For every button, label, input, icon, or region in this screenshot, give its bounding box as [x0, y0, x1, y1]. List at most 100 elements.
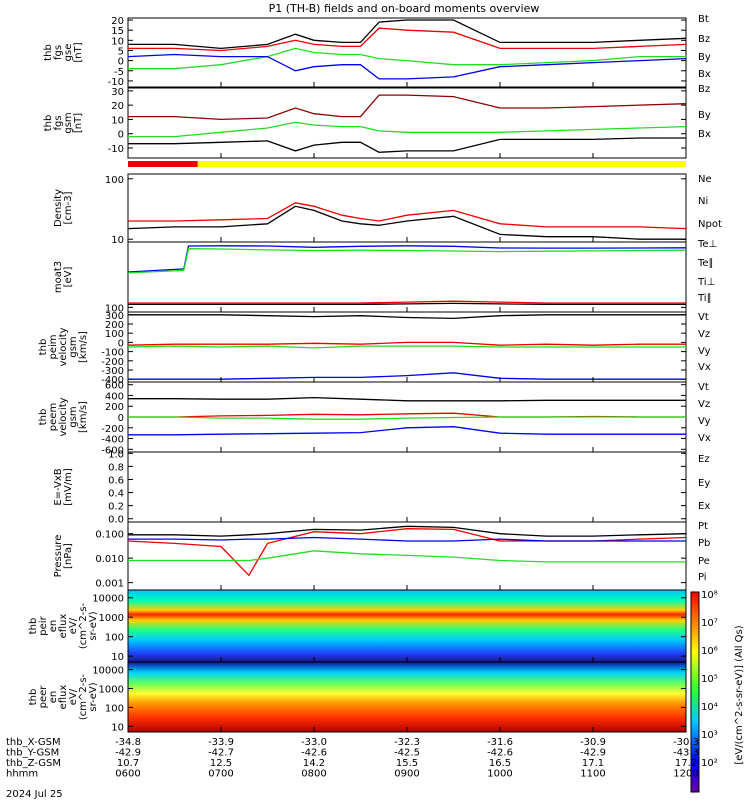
- panel-frame: [127, 173, 687, 243]
- y-tick-label: 100: [105, 633, 124, 644]
- y-axis-label: peem: [48, 403, 59, 431]
- legend-Vz: Vz: [698, 329, 710, 340]
- ephem-value: -33.9: [208, 737, 234, 748]
- y-axis-label: en: [48, 620, 59, 633]
- legend-Vy: Vy: [698, 416, 711, 427]
- y-axis-label: Pressure: [53, 535, 64, 578]
- panel-frame: [127, 87, 687, 159]
- legend-Ex: Ex: [698, 501, 710, 512]
- ephem-row-label: thb_Z-GSM: [6, 758, 61, 769]
- y-tick-label: 15: [111, 26, 124, 37]
- ephem-value: 0600: [115, 769, 140, 780]
- legend-By: By: [698, 52, 711, 63]
- ephem-value: -42.7: [208, 748, 234, 759]
- series-line-Bz: [128, 94, 687, 121]
- legend-Vx: Vx: [698, 362, 711, 373]
- y-axis-label: thb: [28, 618, 39, 635]
- legend-Pe: Pe: [698, 556, 710, 567]
- ephem-value: -42.5: [394, 748, 420, 759]
- ephem-value: 16.5: [489, 758, 511, 769]
- series-line-Te⊥: [128, 300, 686, 304]
- series-line-Bx: [128, 137, 686, 153]
- heatmap-area: [128, 662, 686, 732]
- series-line-By: [128, 121, 687, 138]
- y-axis-label: [km/s]: [78, 331, 89, 363]
- y-tick-label: 20: [111, 16, 124, 27]
- ephem-value: 15.5: [396, 758, 418, 769]
- y-axis-label: [nT]: [73, 42, 84, 62]
- ephem-value: -42.6: [301, 748, 327, 759]
- y-tick-label: 10: [111, 36, 124, 47]
- y-axis-label: [cm-3]: [63, 191, 74, 224]
- y-tick-label: -10: [108, 77, 124, 88]
- colorbar-tick: 10⁶: [701, 646, 718, 657]
- ephem-value: -42.9: [115, 748, 141, 759]
- y-tick-label: 400: [105, 391, 124, 402]
- ephem-value: -34.8: [115, 737, 141, 748]
- ephem-value: 10.7: [117, 758, 139, 769]
- y-tick-label: -400: [101, 375, 124, 386]
- legend-Pb: Pb: [698, 538, 710, 549]
- legend-Bx: Bx: [698, 129, 711, 140]
- y-tick-label: 10000: [92, 594, 124, 605]
- y-tick-label: -400: [101, 435, 124, 446]
- y-axis-label: eV/: [68, 617, 79, 634]
- y-tick-label: 0: [118, 130, 124, 141]
- ephem-value: 1100: [580, 769, 605, 780]
- y-axis-label: thb: [43, 115, 54, 132]
- series-line-Ti∥: [127, 248, 687, 274]
- series-line-Vt: [128, 396, 686, 402]
- y-axis-label: thb: [38, 339, 49, 356]
- ephem-value: 12.5: [210, 758, 232, 769]
- legend-Te⊥: Te⊥: [697, 239, 717, 250]
- series-line-By: [128, 47, 686, 70]
- y-tick-label: 1000: [99, 684, 124, 695]
- y-tick-label: 600: [105, 381, 124, 392]
- y-tick-label: 200: [105, 320, 124, 331]
- y-tick-label: 20: [111, 101, 124, 112]
- y-axis-label: moat3: [53, 261, 64, 293]
- legend-Vx: Vx: [698, 433, 711, 444]
- y-tick-label: 10: [111, 722, 124, 733]
- y-tick-label: -100: [101, 348, 124, 359]
- legend-Npot: Npot: [698, 219, 722, 230]
- legend-Bz: Bz: [698, 84, 710, 95]
- y-axis-label: (cm^2-s-: [78, 602, 89, 649]
- ephem-value: -30.9: [580, 737, 606, 748]
- ephem-value: 0900: [394, 769, 419, 780]
- legend-Ti⊥: Ti⊥: [697, 277, 715, 288]
- y-tick-label: 0.010: [95, 554, 124, 565]
- series-line-Ne: [128, 202, 687, 230]
- y-tick-label: 100: [105, 303, 124, 314]
- colorbar-tick: 10⁸: [701, 590, 718, 601]
- series-line-Pt: [128, 525, 687, 537]
- quality-bar-red: [128, 161, 198, 167]
- y-axis-label: [mV/m]: [63, 468, 74, 506]
- chart-title: P1 (TH-B) fields and on-board moments ov…: [269, 2, 540, 15]
- y-tick-label: 10: [111, 235, 124, 246]
- y-tick-label: 0.2: [108, 502, 124, 513]
- series-line-Bz: [128, 27, 687, 52]
- y-axis-label: [nPa]: [63, 543, 74, 569]
- y-axis-label: Density: [53, 189, 64, 227]
- y-tick-label: 30: [111, 87, 124, 98]
- ephem-value: -30.3: [673, 737, 699, 748]
- y-axis-label: fgs: [53, 115, 64, 130]
- y-tick-label: 0: [118, 338, 124, 349]
- panel-frame: [127, 451, 687, 523]
- y-axis-label: [km/s]: [78, 401, 89, 433]
- y-axis-label: [nT]: [73, 113, 84, 133]
- y-axis-label: thb: [43, 44, 54, 61]
- ephemeris-table: thb_X-GSMthb_Y-GSMthb_Z-GSMhhmm-34.8-42.…: [6, 737, 699, 780]
- y-axis-label: fgs: [53, 45, 64, 60]
- y-tick-label: 0.4: [108, 489, 124, 500]
- y-axis-label: gse: [63, 44, 74, 62]
- series-line-Vz: [127, 341, 686, 346]
- legend-Pt: Pt: [698, 521, 708, 532]
- series-line-Bx: [127, 53, 687, 80]
- y-axis-label: (cm^2-s-: [78, 673, 89, 720]
- ephem-value: 17.1: [582, 758, 604, 769]
- y-axis-label: gsm: [68, 406, 79, 427]
